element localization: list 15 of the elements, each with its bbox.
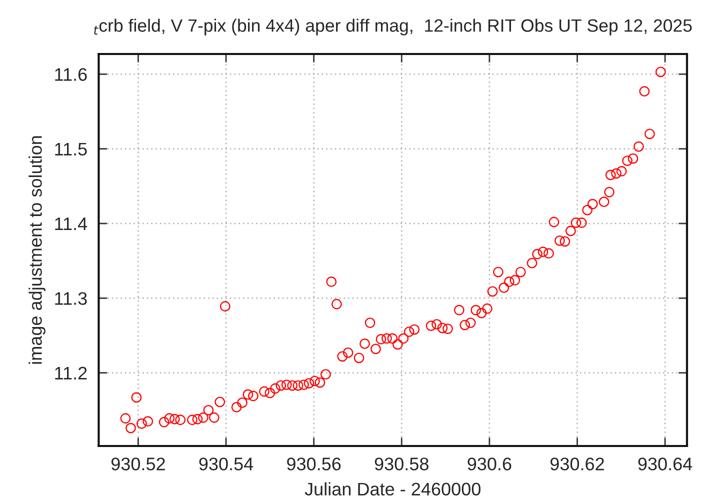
x-tick-label: 930.6: [468, 458, 512, 470]
x-tick-label: 930.62: [550, 458, 604, 470]
y-tick-label: 11.4: [55, 218, 88, 230]
x-axis-title: Julian Date - 2460000: [304, 482, 480, 496]
x-tick-label: 930.58: [374, 458, 428, 470]
x-tick-label: 930.64: [638, 458, 692, 470]
y-axis-title: image adjustment to solution: [28, 136, 46, 364]
x-tick-label: 930.56: [287, 458, 341, 470]
y-tick-label: 11.6: [55, 68, 87, 81]
chart-title: $_{t}$crb field, V 7-pix (bin 4x4) aper diff mag, 12-inch RIT Obs UT Sep 12, 2025: [94, 18, 692, 36]
y-tick-label: 11.5: [55, 142, 87, 156]
y-tick-label: 11.3: [55, 292, 87, 305]
x-tick-label: 930.52: [111, 458, 165, 470]
y-tick-label: 11.2: [55, 366, 87, 380]
x-tick-label: 930.54: [199, 458, 254, 470]
